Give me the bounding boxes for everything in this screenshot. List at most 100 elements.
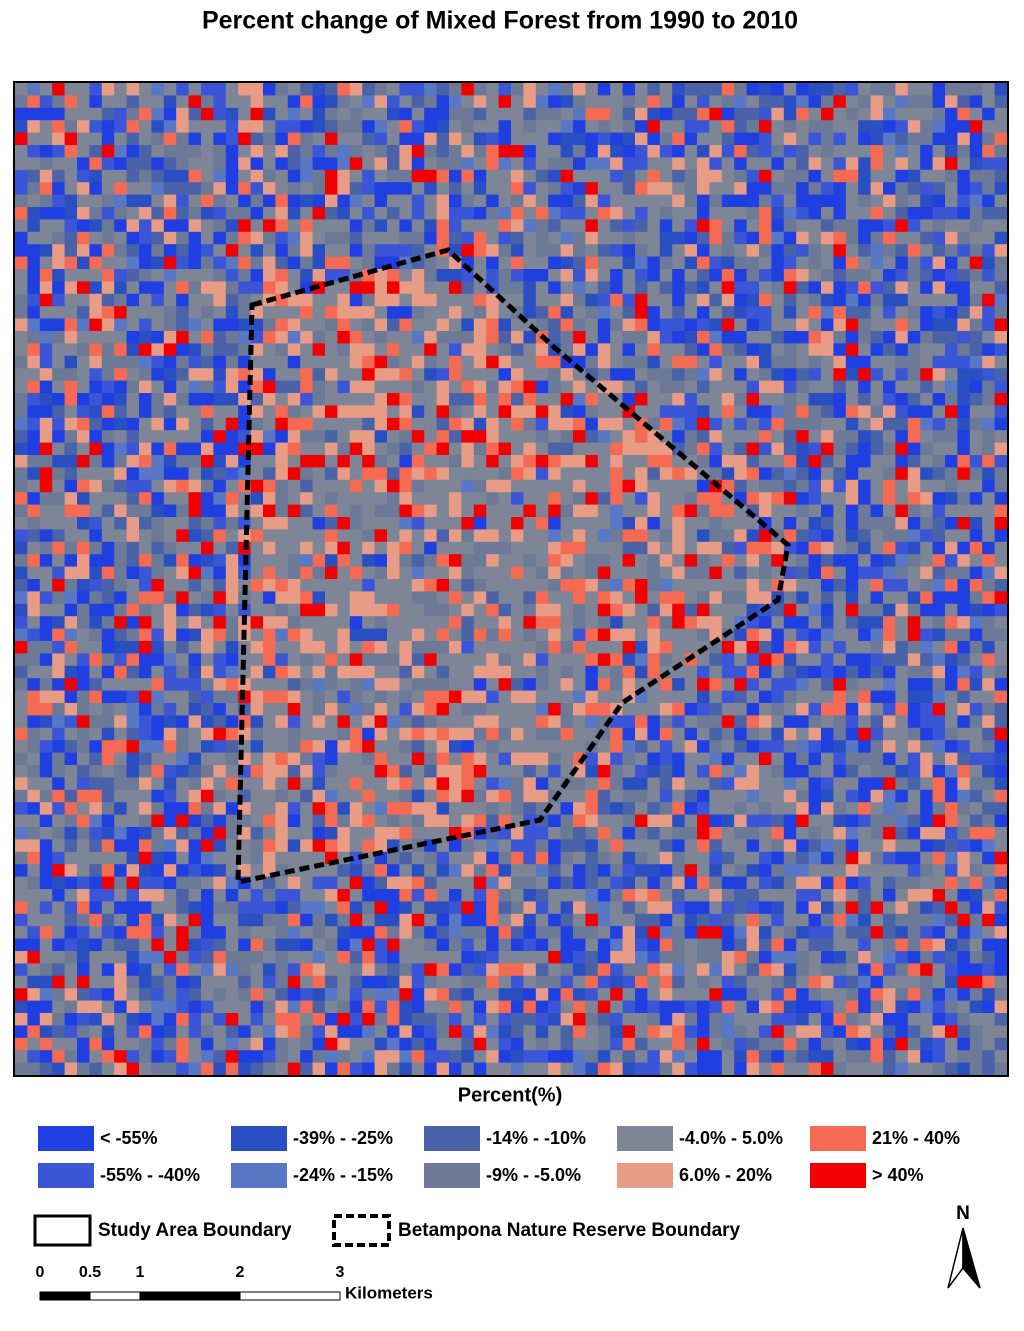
raster-cell <box>188 802 202 815</box>
raster-cell <box>461 417 475 431</box>
raster-cell <box>945 579 958 592</box>
raster-cell <box>969 269 983 282</box>
raster-cell <box>238 293 251 307</box>
raster-cell <box>114 504 127 518</box>
raster-cell <box>201 430 214 443</box>
raster-cell <box>399 777 413 791</box>
raster-cell <box>957 269 971 282</box>
raster-cell <box>101 393 115 406</box>
raster-cell <box>697 343 710 357</box>
raster-cell <box>560 715 574 729</box>
raster-cell <box>275 703 289 716</box>
raster-cell <box>300 219 313 233</box>
raster-cell <box>932 740 946 753</box>
raster-cell <box>52 665 65 679</box>
raster-cell <box>833 653 847 667</box>
raster-cell <box>461 231 475 245</box>
raster-cell <box>188 256 202 270</box>
raster-cell <box>746 120 760 133</box>
raster-cell <box>349 517 363 530</box>
raster-cell <box>77 455 90 468</box>
raster-cell <box>39 591 53 605</box>
raster-cell <box>597 95 611 109</box>
raster-cell <box>969 740 983 753</box>
raster-cell <box>89 827 103 840</box>
raster-cell <box>275 219 289 233</box>
raster-cell <box>920 467 933 481</box>
raster-cell <box>759 814 772 828</box>
raster-cell <box>783 591 797 605</box>
raster-cell <box>349 591 363 605</box>
raster-cell <box>672 740 685 753</box>
raster-cell <box>535 405 549 419</box>
raster-cell <box>15 504 28 518</box>
raster-cell <box>858 504 871 518</box>
raster-cell <box>945 331 958 344</box>
raster-cell <box>883 678 896 691</box>
raster-cell <box>250 752 264 766</box>
raster-cell <box>833 269 847 282</box>
raster-cell <box>498 368 512 381</box>
raster-cell <box>387 541 400 555</box>
raster-cell <box>387 393 400 406</box>
raster-cell <box>139 616 152 629</box>
raster-cell <box>287 529 301 543</box>
raster-cell <box>870 579 884 592</box>
raster-cell <box>845 653 859 667</box>
raster-cell <box>697 331 710 344</box>
raster-cell <box>969 554 983 567</box>
raster-cell <box>783 343 797 357</box>
raster-cell <box>597 405 611 419</box>
raster-cell <box>585 95 599 109</box>
raster-cell <box>945 765 958 778</box>
raster-cell <box>424 690 437 704</box>
raster-cell <box>672 492 685 505</box>
raster-cell <box>734 765 747 778</box>
raster-cell <box>114 765 127 778</box>
raster-cell <box>64 616 78 629</box>
raster-cell <box>39 541 53 555</box>
raster-cell <box>337 492 351 505</box>
raster-cell <box>659 430 673 443</box>
raster-cell <box>535 839 549 853</box>
raster-cell <box>833 814 847 828</box>
raster-cell <box>387 727 400 741</box>
raster-cell <box>411 331 425 344</box>
raster-cell <box>114 789 127 803</box>
raster-cell <box>349 541 363 555</box>
raster-cell <box>672 529 685 543</box>
raster-cell <box>176 529 189 543</box>
raster-cell <box>275 107 289 121</box>
raster-cell <box>64 541 78 555</box>
raster-cell <box>511 641 524 654</box>
raster-cell <box>201 194 214 208</box>
raster-cell <box>697 182 710 195</box>
raster-cell <box>573 703 586 716</box>
raster-cell <box>709 727 723 741</box>
raster-cell <box>300 579 313 592</box>
raster-cell <box>759 529 772 543</box>
raster-cell <box>597 306 611 319</box>
raster-cell <box>411 405 425 419</box>
raster-cell <box>647 541 661 555</box>
raster-cell <box>263 554 276 567</box>
raster-cell <box>697 442 710 456</box>
raster-cell <box>895 628 909 642</box>
raster-cell <box>263 318 276 332</box>
raster-cell <box>957 219 971 233</box>
raster-cell <box>77 194 90 208</box>
raster-cell <box>883 231 896 245</box>
raster-cell <box>523 554 537 567</box>
raster-cell <box>535 430 549 443</box>
raster-cell <box>263 380 276 394</box>
raster-cell <box>783 182 797 195</box>
raster-cell <box>932 591 946 605</box>
raster-cell <box>597 293 611 307</box>
raster-cell <box>461 740 475 753</box>
raster-cell <box>52 504 65 518</box>
raster-cell <box>895 467 909 481</box>
raster-cell <box>225 393 239 406</box>
raster-cell <box>300 814 313 828</box>
raster-cell <box>982 603 995 617</box>
raster-cell <box>647 293 661 307</box>
